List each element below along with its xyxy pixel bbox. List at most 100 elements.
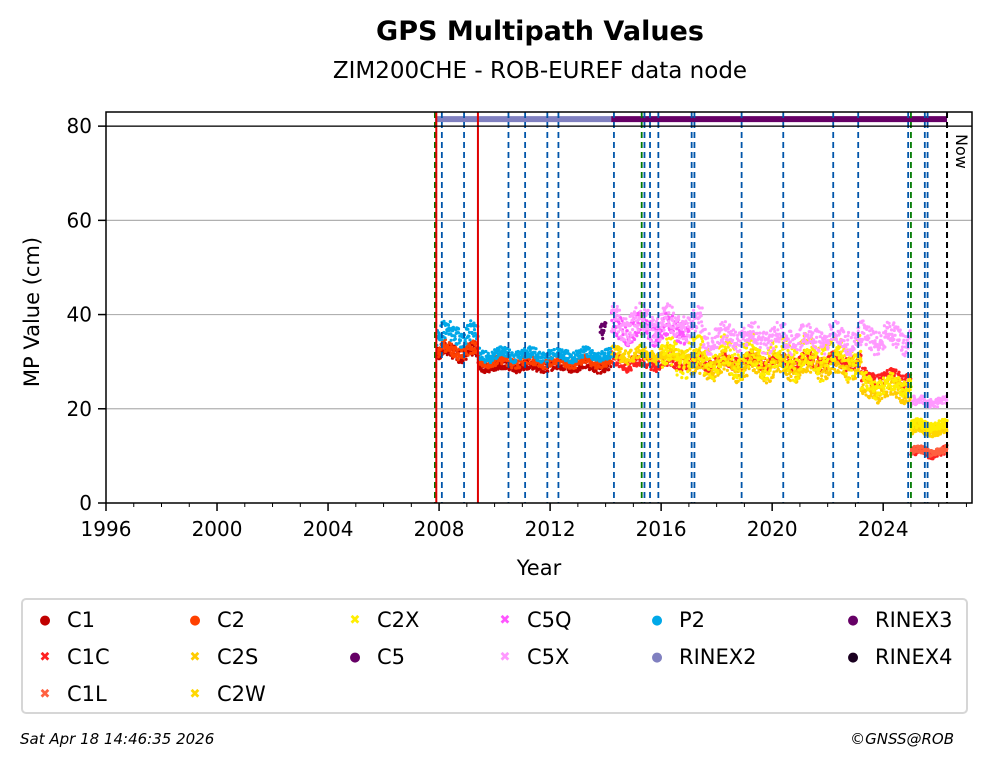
data-point-c2s [894,395,899,399]
data-point-c2x [799,367,803,371]
data-point-c2x [804,356,808,360]
data-point-c5x [624,332,628,336]
data-point-p2 [608,350,612,354]
data-point-c5x [629,333,633,338]
data-point-p2 [605,357,609,361]
data-point-c5x [625,335,630,339]
data-point-c5x [825,335,829,339]
data-point-c2x [735,376,739,380]
data-point-c1l [941,451,945,455]
data-point-c5q [679,341,683,345]
data-point-p2 [529,355,533,359]
data-point-c2x [908,388,912,392]
data-point-c5x [749,331,753,336]
data-point-c2s [785,372,789,377]
data-point-c5q [635,334,639,338]
data-point-c5x [747,339,751,343]
data-point-c5x [867,325,871,329]
data-point-c2w [618,350,622,354]
data-point-c5x [877,352,881,356]
data-point-c1c [863,366,867,370]
data-point-c5x [755,331,759,335]
data-point-c5x [609,329,614,333]
data-point-c5x [808,340,812,344]
data-point-c2x [705,357,709,362]
data-point-c2 [567,363,571,367]
data-point-c5x [678,336,682,340]
data-point-c2x [665,361,669,365]
data-point-c5x [734,347,738,351]
data-point-c5x [945,398,949,402]
data-point-c2x [706,367,710,371]
data-point-c5x [784,334,789,338]
data-point-c2x [864,381,868,385]
data-point-c2s [832,367,837,371]
data-point-c2x [792,353,796,357]
data-point-c2x [670,336,675,340]
data-point-c5x [645,312,649,316]
chart-subtitle: ZIM200CHE - ROB-EUREF data node [332,58,748,84]
event-line-layer [106,112,972,503]
data-point-c2x [684,350,688,354]
data-point-c5x [657,329,661,333]
data-point-c5x [662,328,666,332]
data-point-c2x [681,371,685,376]
data-point-c2x [660,365,665,369]
data-point-p2 [446,323,451,327]
data-point-c1c [654,369,659,374]
data-point-c2x [829,362,833,366]
multipath-chart: 1996 2000 2004 2008 2012 2016 2020 202402040608… [20,111,973,580]
data-point-c5x [917,400,922,405]
data-point-c5x [636,328,640,332]
data-point-c5x [760,351,765,355]
data-point-c2x [826,357,830,361]
data-point-c5x [800,343,804,347]
data-point-c2s [842,369,846,374]
data-point-c5x [707,332,711,336]
data-point-c2x [716,371,720,375]
data-point-c5x [748,336,752,340]
data-point-c5x [776,328,780,332]
data-point-c2x [666,341,670,345]
data-point-c5x [933,404,937,408]
data-point-c5x [815,335,819,339]
data-point-c2x [791,355,795,359]
data-point-p2 [533,350,537,355]
data-point-c5q [687,329,691,333]
data-point-c5x [786,345,791,349]
data-point-c2x [709,364,713,369]
data-point-c2x [870,383,875,387]
data-point-c5x [668,304,672,308]
data-point-c5x [619,335,623,339]
data-point-c5x [843,334,847,339]
data-point-c2x [791,359,796,363]
data-point-c2x [826,364,830,368]
data-point-c5x [698,306,702,310]
data-point-c2x [843,366,847,370]
data-point-c5x [699,314,703,318]
data-point-c2x [892,387,897,391]
data-point-c2x [779,362,783,366]
data-point-c5x [818,335,822,339]
data-point-c2x [798,359,802,363]
data-point-p2 [534,347,538,351]
data-point-c2 [505,358,509,363]
data-point-c2s [772,370,776,374]
data-point-c5x [680,327,684,331]
data-point-c2 [604,364,608,368]
data-point-c5x [795,348,799,352]
data-point-c2 [518,365,522,369]
data-point-c5x [674,319,678,323]
data-point-c2x [677,349,682,353]
data-point-c2x [867,387,871,391]
data-point-c2x [723,345,727,349]
data-point-c2x [700,337,704,341]
data-point-c2 [533,363,537,367]
data-point-c2x [717,362,722,366]
data-point-c1 [542,370,546,374]
data-point-c2s [837,362,841,366]
data-point-c2x [750,350,754,354]
data-point-c5x [716,334,720,338]
data-point-c5q [665,332,670,336]
data-point-c2x [859,357,863,361]
